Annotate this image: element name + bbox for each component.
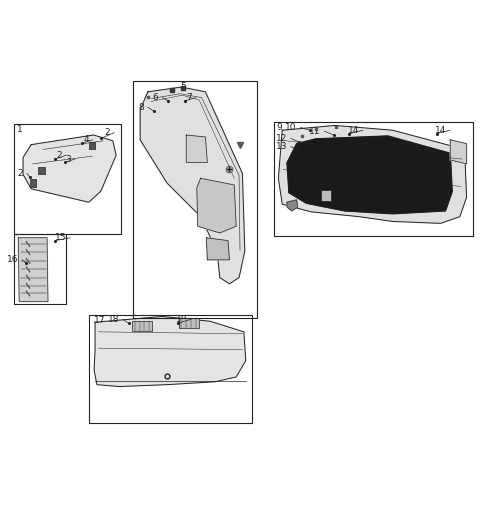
Text: 18: 18	[108, 315, 119, 324]
Text: 12: 12	[276, 134, 287, 143]
Bar	[89, 314, 252, 423]
Text: 2: 2	[17, 169, 23, 178]
Text: 14: 14	[348, 126, 359, 135]
Text: 15: 15	[55, 233, 66, 242]
Polygon shape	[23, 135, 116, 202]
Text: 8: 8	[138, 103, 144, 112]
Text: 16: 16	[7, 255, 18, 264]
Polygon shape	[186, 135, 207, 162]
Text: 2: 2	[105, 128, 110, 137]
Polygon shape	[450, 140, 467, 164]
Polygon shape	[18, 238, 48, 302]
Polygon shape	[287, 136, 452, 214]
Polygon shape	[94, 316, 246, 387]
Bar	[133, 81, 257, 318]
Text: 7: 7	[186, 93, 192, 102]
Text: 3: 3	[65, 155, 71, 163]
Bar	[38, 167, 45, 175]
Text: 11: 11	[309, 126, 321, 136]
Bar	[14, 234, 66, 304]
Text: 13: 13	[276, 142, 287, 151]
Text: 4: 4	[83, 135, 89, 144]
Bar	[321, 190, 331, 201]
Text: 9: 9	[276, 123, 282, 132]
Bar	[30, 179, 36, 187]
Polygon shape	[278, 125, 467, 223]
Bar	[274, 121, 473, 236]
Text: 6: 6	[153, 93, 158, 102]
Polygon shape	[206, 238, 229, 260]
Text: 5: 5	[180, 82, 186, 91]
Text: 14: 14	[435, 126, 446, 135]
Polygon shape	[287, 200, 298, 211]
Text: 2: 2	[57, 151, 62, 160]
Polygon shape	[140, 87, 245, 284]
Bar	[179, 318, 199, 329]
Bar	[14, 124, 121, 234]
Bar	[132, 321, 152, 331]
Text: 17: 17	[94, 316, 105, 325]
Bar	[89, 142, 95, 150]
Polygon shape	[197, 178, 236, 233]
Text: 18: 18	[176, 315, 187, 324]
Text: 10: 10	[285, 123, 297, 132]
Text: 1: 1	[17, 125, 23, 135]
